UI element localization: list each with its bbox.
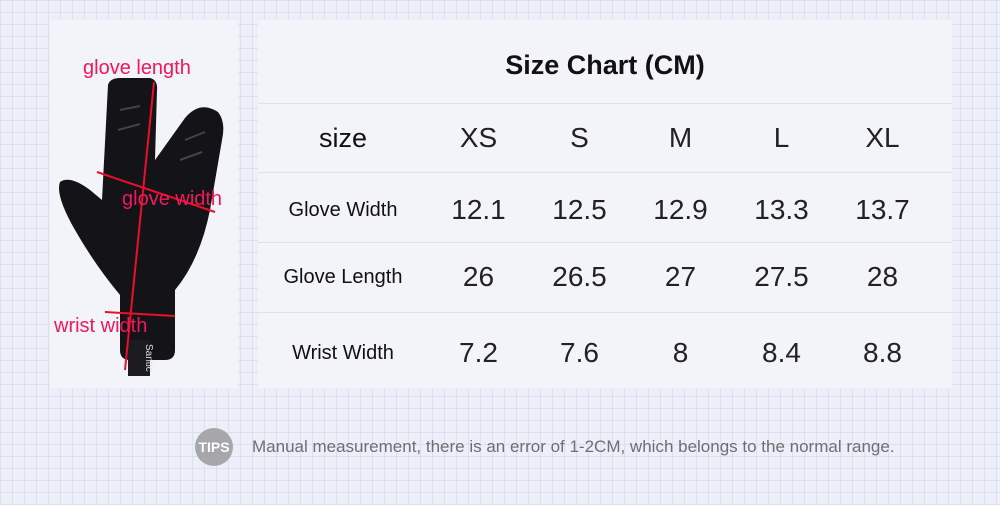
cell: 13.7	[855, 194, 910, 225]
glove-width-label: glove width	[122, 188, 223, 210]
cell: 8.8	[863, 337, 902, 368]
header-cell: L	[773, 122, 790, 153]
row-label: Glove Width	[288, 198, 398, 221]
tips-badge-icon: TIPS	[195, 428, 233, 466]
row-label: Glove Length	[283, 265, 403, 288]
row-label: Wrist Width	[292, 341, 394, 364]
header-cell: XL	[865, 122, 900, 153]
table-row: Glove Width 12.1 12.5 12.9 13.3 13.7	[258, 185, 952, 235]
table-row: Wrist Width 7.2 7.6 8 8.4 8.8	[258, 328, 952, 378]
cell: 13.3	[754, 194, 809, 225]
header-cell: M	[668, 122, 693, 153]
cell: 12.1	[451, 194, 506, 225]
cell: 7.2	[459, 337, 498, 368]
brand-logo: Santic	[143, 344, 154, 372]
glove-illustration: Santic	[59, 78, 224, 376]
cell: 12.9	[653, 194, 708, 225]
cell: 8.4	[762, 337, 801, 368]
table-header-row: size XS S M L XL	[258, 112, 952, 164]
cell: 12.5	[552, 194, 607, 225]
cell: 27	[664, 261, 697, 292]
cell: 28	[866, 261, 899, 292]
table-row: Glove Length 26 26.5 27 27.5 28	[258, 252, 952, 302]
header-cell: S	[570, 122, 589, 153]
glove-image-panel: Santic glove length glove width wrist wi…	[50, 20, 238, 388]
glove-length-label: glove length	[83, 57, 191, 79]
cell: 26.5	[552, 261, 607, 292]
table-title: Size Chart (CM)	[505, 50, 705, 80]
cell: 7.6	[560, 337, 599, 368]
header-cell: XS	[459, 122, 498, 153]
cell: 26	[462, 261, 495, 292]
tips-text: Manual measurement, there is an error of…	[252, 437, 895, 456]
cell: 8	[672, 337, 689, 368]
header-size-label: size	[318, 122, 367, 153]
cell: 27.5	[754, 261, 809, 292]
size-chart-table: Size Chart (CM) size XS S M L XL Glove W…	[258, 20, 952, 388]
wrist-width-label: wrist width	[54, 315, 148, 337]
